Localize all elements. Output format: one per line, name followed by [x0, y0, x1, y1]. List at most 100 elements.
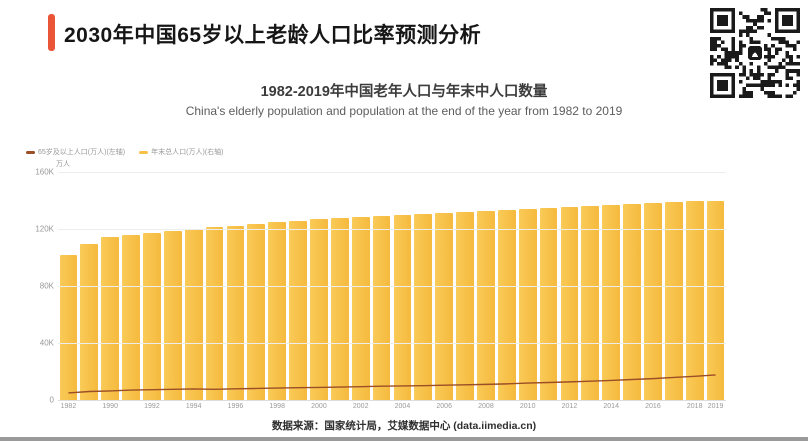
x-tick-label: 1998	[269, 403, 285, 410]
x-tick-label	[496, 403, 517, 410]
bar	[163, 231, 182, 400]
bar	[143, 233, 161, 400]
bar-column	[309, 172, 330, 400]
bar	[560, 207, 579, 400]
bar-column	[225, 172, 246, 400]
line-series	[58, 172, 726, 400]
bar	[539, 208, 558, 400]
bar-column	[79, 172, 100, 400]
bar-column	[288, 172, 309, 400]
bar	[247, 223, 266, 400]
bar	[310, 219, 328, 400]
bar-series	[58, 172, 726, 400]
title-accent-bar	[48, 14, 55, 51]
page-title: 2030年中国65岁以上老龄人口比率预测分析	[64, 24, 482, 47]
bar	[80, 244, 99, 400]
bar	[518, 208, 537, 400]
x-tick-label	[204, 403, 225, 410]
legend-item: 65岁及以上人口(万人)(左轴)	[26, 147, 125, 157]
x-tick-label	[455, 403, 476, 410]
x-tick-label: 2008	[478, 403, 494, 410]
x-tick-label	[371, 403, 392, 410]
bar-column	[455, 172, 476, 400]
bar	[59, 255, 78, 400]
bar-column	[580, 172, 601, 400]
chart-subtitle: China's elderly population and populatio…	[185, 104, 623, 118]
x-tick-label: 2012	[561, 403, 578, 410]
bar-column	[622, 172, 643, 400]
bar-column	[643, 172, 664, 400]
x-tick-label: 2000	[311, 403, 327, 410]
x-tick-label	[580, 403, 601, 410]
bar-column	[559, 172, 580, 400]
bar	[184, 229, 203, 400]
chart-title: 1982-2019年中国老年人口与年末中人口数量	[260, 84, 548, 100]
x-tick-label	[288, 403, 309, 410]
y-tick-label: 160K	[35, 167, 54, 177]
bar	[268, 222, 287, 400]
bar-column	[413, 172, 434, 400]
bar	[393, 214, 412, 400]
x-tick-label	[663, 403, 684, 410]
bar	[330, 218, 349, 400]
x-tick-label: 2002	[352, 403, 369, 410]
bar-column	[121, 172, 142, 400]
x-tick-label: 2006	[436, 403, 452, 410]
legend-marker	[26, 150, 35, 154]
bar	[456, 211, 474, 400]
bar-column	[684, 172, 705, 400]
x-tick-label	[538, 403, 559, 410]
bar-column	[100, 172, 121, 400]
bar-column	[246, 172, 267, 400]
x-axis: 1982 1990 1992 1994 1996 1998 2000 2002 2004 2006…	[58, 403, 726, 410]
bar	[581, 206, 600, 400]
x-tick-label: 1990	[102, 403, 118, 410]
plot-area: 0 40K 80K 120K 160K	[35, 168, 726, 405]
bar-column	[162, 172, 183, 400]
bar	[351, 216, 370, 400]
bar	[205, 227, 224, 400]
bar	[372, 215, 391, 400]
x-tick-label: 1996	[227, 403, 244, 410]
bar	[602, 205, 621, 400]
bottom-edge	[0, 437, 808, 441]
legend-marker	[139, 150, 149, 154]
bar-column	[601, 172, 622, 400]
legend-label: 年末总人口(万人)(右轴)	[151, 149, 224, 156]
gridline	[58, 286, 726, 287]
legend-label: 65岁及以上人口(万人)(左轴)	[38, 149, 126, 156]
bar	[623, 204, 641, 400]
bar-column	[476, 172, 497, 400]
y-tick-label: 0	[49, 395, 54, 405]
chart-legend: 65岁及以上人口(万人)(左轴) 年末总人口(万人)(右轴)	[26, 147, 223, 157]
x-tick-label: 2004	[394, 403, 411, 410]
x-tick-label: 1992	[144, 403, 160, 410]
x-tick-label: 2019	[707, 403, 724, 410]
bar-column	[329, 172, 350, 400]
bar-column	[183, 172, 204, 400]
bar	[122, 234, 140, 400]
y-tick-label: 40K	[39, 338, 54, 348]
bar-column	[392, 172, 413, 400]
bar-column	[517, 172, 538, 400]
x-tick-label: 2018	[686, 403, 703, 410]
gridline	[58, 229, 726, 230]
bar	[289, 220, 307, 400]
y-tick-label: 80K	[39, 281, 54, 291]
source-note: 数据来源：国家统计局，艾媒数据中心 (data.iimedia.cn)	[271, 420, 537, 432]
x-tick-label: 1982	[60, 403, 77, 410]
x-tick-label: 2016	[645, 403, 661, 410]
x-tick-label	[162, 403, 183, 410]
bar	[644, 202, 662, 400]
bar-column	[267, 172, 288, 400]
x-tick-label	[246, 403, 267, 410]
bar-column	[663, 172, 684, 400]
bar	[226, 225, 245, 400]
bar-column	[204, 172, 225, 400]
x-tick-label: 2014	[603, 403, 619, 410]
qr-code	[710, 8, 800, 98]
y-tick-label: 120K	[35, 224, 54, 234]
bar-column	[371, 172, 392, 400]
bar	[664, 201, 683, 400]
